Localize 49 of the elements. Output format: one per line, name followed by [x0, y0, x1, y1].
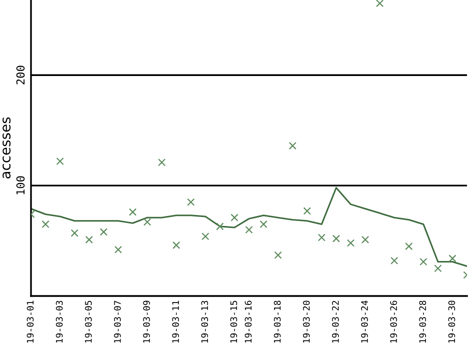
- point: [318, 234, 326, 242]
- point: [216, 222, 224, 230]
- y-axis-title: accesses: [2, 117, 11, 178]
- y-tick-label: 100: [16, 176, 25, 194]
- line-series: [31, 186, 467, 267]
- x-tick-label: 19-03-11: [172, 300, 179, 343]
- point: [128, 208, 137, 216]
- x-tick-label: 19-03-15: [230, 300, 238, 343]
- x-tick-label: 19-03-20: [302, 300, 310, 343]
- point: [85, 236, 93, 244]
- x-tick-label: 19-03-24: [361, 300, 368, 343]
- point: [288, 142, 296, 150]
- point: [202, 232, 210, 240]
- x-tick-label: 19-03-16: [244, 300, 252, 343]
- point: [70, 229, 78, 237]
- point: [42, 220, 50, 228]
- point: [187, 198, 195, 206]
- point: [230, 214, 238, 222]
- point: [361, 236, 370, 244]
- point: [346, 239, 355, 247]
- point: [405, 242, 413, 250]
- x-tick-label: 19-03-07: [114, 300, 121, 343]
- x-tick-label: 19-03-26: [390, 300, 397, 343]
- x-tick-label: 19-03-28: [419, 300, 426, 343]
- point: [420, 258, 428, 266]
- x-tick-label: 19-03-13: [201, 300, 208, 343]
- point: [332, 234, 340, 242]
- x-tick-label: 19-03-22: [332, 300, 339, 343]
- x-tick-label: 19-03-09: [143, 300, 150, 343]
- x-tick-label: 19-03-18: [274, 300, 281, 343]
- point: [303, 207, 311, 215]
- point: [274, 251, 282, 259]
- point: [114, 246, 122, 254]
- point: [172, 241, 180, 250]
- point: [56, 157, 64, 166]
- point: [376, 0, 384, 8]
- point: [390, 256, 398, 264]
- x-tick-label: 19-03-05: [84, 300, 92, 343]
- x-tick-label: 19-03-30: [448, 300, 456, 343]
- point: [434, 264, 442, 272]
- point: [100, 228, 108, 236]
- x-tick-label: 19-03-01: [26, 300, 34, 343]
- point: [245, 226, 253, 234]
- x-tick-label: 19-03-03: [56, 300, 63, 343]
- point: [158, 158, 166, 166]
- point: [260, 220, 268, 228]
- y-tick-label: 200: [16, 66, 25, 84]
- point: [448, 254, 456, 262]
- point: [143, 218, 152, 226]
